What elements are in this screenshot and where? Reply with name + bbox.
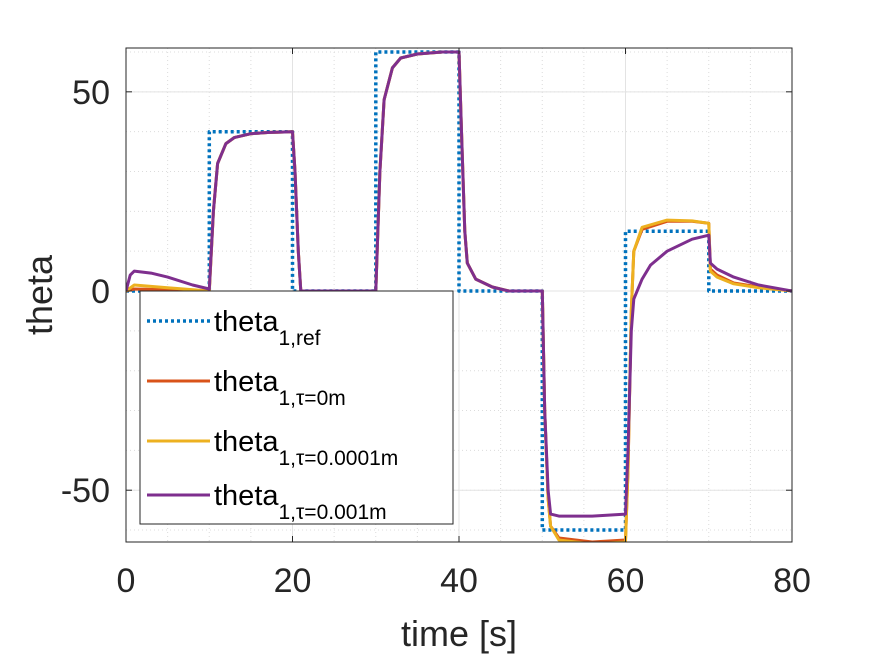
legend: theta1,ref theta1,τ=0m theta1,τ=0.0001m the… bbox=[139, 290, 454, 525]
x-axis-label: time [s] bbox=[401, 613, 517, 654]
y-tick-label: -50 bbox=[61, 472, 110, 510]
legend-label-1: theta1,τ=0m bbox=[214, 366, 346, 410]
series-layer bbox=[126, 50, 792, 542]
legend-label-3: theta1,τ=0.001m bbox=[214, 480, 387, 524]
legend-label-2: theta1,τ=0.0001m bbox=[214, 426, 398, 470]
x-tick-label: 60 bbox=[607, 562, 645, 600]
y-axis-label: theta bbox=[19, 254, 60, 335]
x-tick-label: 20 bbox=[274, 562, 312, 600]
y-tick-label: 50 bbox=[72, 74, 110, 112]
y-tick-label: 0 bbox=[91, 273, 110, 311]
series-line-3 bbox=[126, 50, 792, 518]
axis-ticks: 0 20 40 60 80 -50 0 50 bbox=[61, 48, 811, 600]
legend-box bbox=[139, 290, 454, 525]
x-tick-label: 0 bbox=[117, 562, 136, 600]
x-tick-label: 80 bbox=[773, 562, 811, 600]
legend-label-0: theta1,ref bbox=[214, 306, 321, 350]
x-tick-label: 40 bbox=[440, 562, 478, 600]
series-line-0 bbox=[126, 50, 792, 532]
